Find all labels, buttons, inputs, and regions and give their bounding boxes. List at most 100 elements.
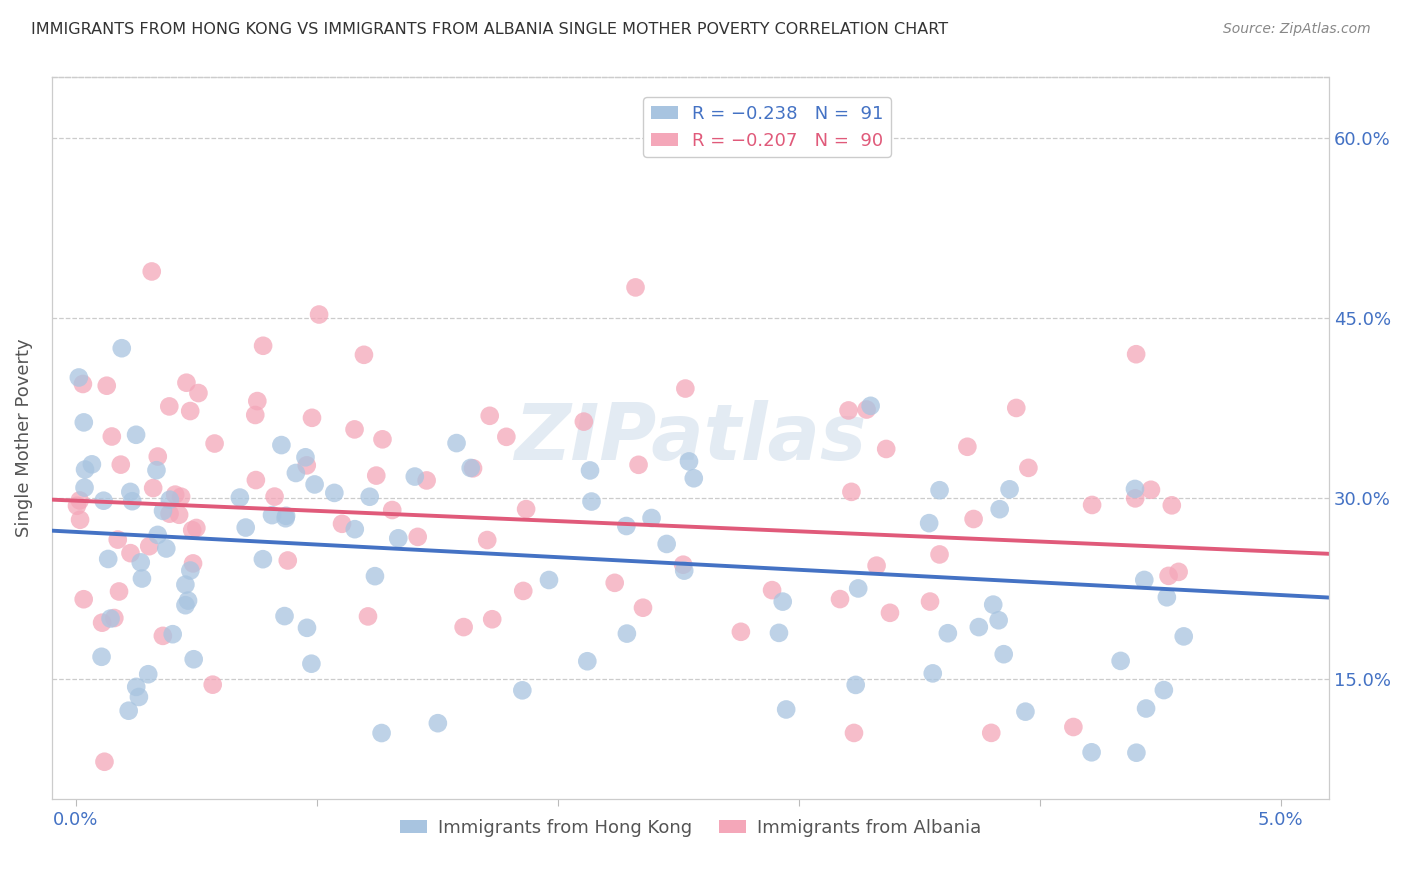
Point [179,404,201,418]
Point [1123,491,1146,506]
Point [1080,745,1102,759]
Point [66,499,89,513]
Text: IMMIGRANTS FROM HONG KONG VS IMMIGRANTS FROM ALBANIA SINGLE MOTHER POVERTY CORRE: IMMIGRANTS FROM HONG KONG VS IMMIGRANTS … [31,22,948,37]
Point [277,553,299,567]
Point [73,462,96,476]
Point [273,609,295,624]
Point [1062,720,1084,734]
Point [928,483,950,498]
Point [97,552,120,566]
Point [177,593,200,607]
Point [179,564,201,578]
Point [229,491,252,505]
Point [640,511,662,525]
Y-axis label: Single Mother Poverty: Single Mother Poverty [15,339,32,538]
Point [96,378,118,392]
Point [67,370,90,384]
Point [453,620,475,634]
Point [284,466,307,480]
Point [478,409,501,423]
Point [865,558,887,573]
Point [260,508,283,523]
Point [80,458,103,472]
Point [245,473,267,487]
Point [136,667,159,681]
Point [1125,347,1147,361]
Point [93,493,115,508]
Point [1081,498,1104,512]
Point [174,577,197,591]
Point [673,382,696,396]
Point [270,438,292,452]
Point [157,400,180,414]
Point [387,531,409,545]
Point [962,512,984,526]
Point [1123,482,1146,496]
Point [1140,483,1163,497]
Point [627,458,650,472]
Text: Source: ZipAtlas.com: Source: ZipAtlas.com [1223,22,1371,37]
Point [295,621,318,635]
Point [572,415,595,429]
Point [875,442,897,456]
Point [846,582,869,596]
Point [142,481,165,495]
Point [91,615,114,630]
Point [537,573,560,587]
Point [121,494,143,508]
Point [108,584,131,599]
Point [330,516,353,531]
Point [183,652,205,666]
Point [624,280,647,294]
Point [855,402,877,417]
Point [201,678,224,692]
Point [129,555,152,569]
Point [576,654,599,668]
Point [90,649,112,664]
Point [246,394,269,409]
Point [512,683,534,698]
Point [69,513,91,527]
Point [138,539,160,553]
Point [72,376,94,391]
Point [176,376,198,390]
Point [1173,629,1195,643]
Point [155,541,177,556]
Point [415,474,437,488]
Point [1135,701,1157,715]
Point [495,430,517,444]
Point [120,546,142,560]
Point [131,572,153,586]
Point [323,486,346,500]
Point [1167,565,1189,579]
Point [159,492,181,507]
Point [103,611,125,625]
Point [1125,746,1147,760]
Point [146,528,169,542]
Point [186,521,208,535]
Point [1160,499,1182,513]
Point [672,558,695,572]
Point [370,726,392,740]
Point [512,583,534,598]
Point [918,594,941,608]
Point [245,408,267,422]
Point [936,626,959,640]
Point [357,609,380,624]
Point [204,436,226,450]
Point [366,468,388,483]
Point [170,490,193,504]
Point [141,264,163,278]
Point [614,519,637,533]
Point [616,626,638,640]
Point [631,600,654,615]
Point [928,548,950,562]
Point [1156,591,1178,605]
Point [1153,683,1175,698]
Point [603,575,626,590]
Point [111,341,134,355]
Point [967,620,990,634]
Point [120,484,142,499]
Point [461,461,484,475]
Point [768,625,790,640]
